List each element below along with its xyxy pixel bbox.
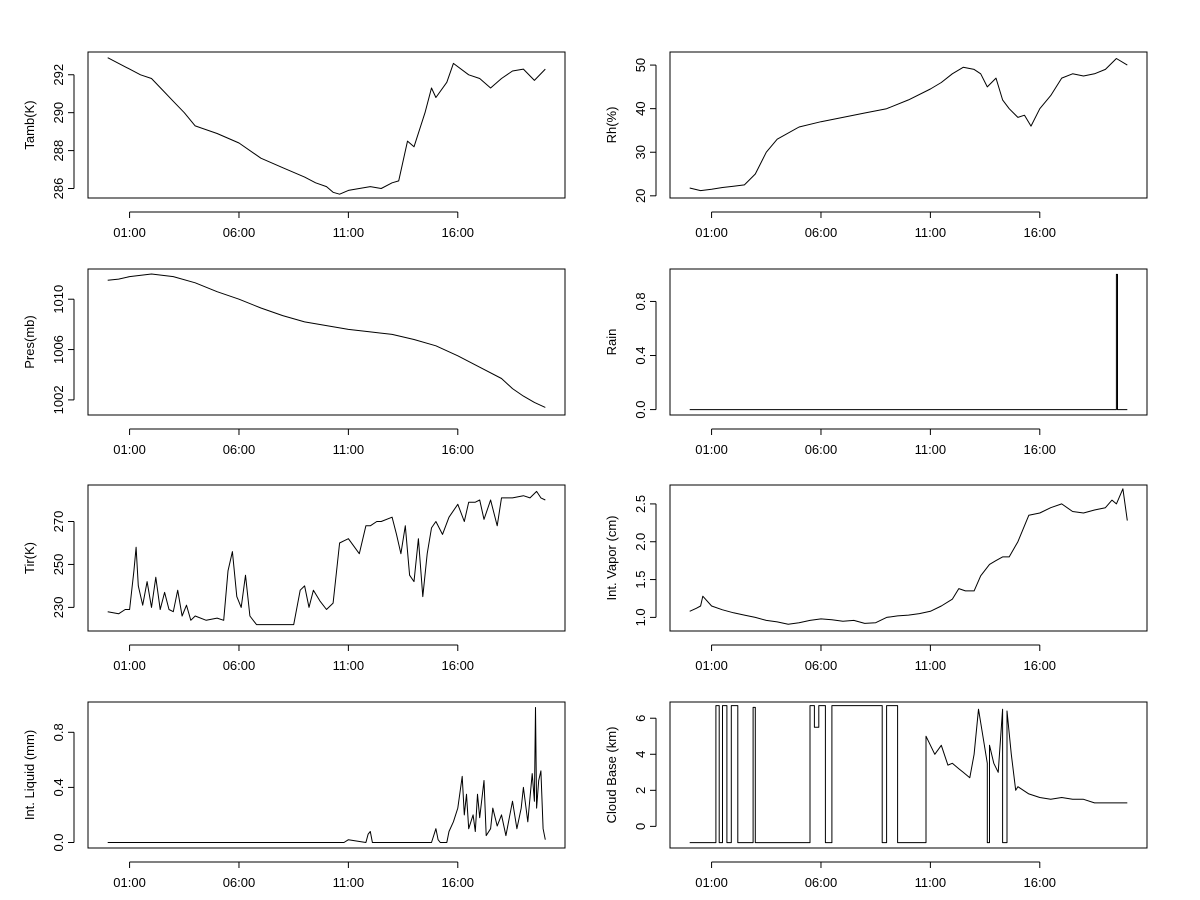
- y-tick-label: 2.0: [633, 533, 648, 551]
- y-tick-label: 290: [51, 102, 66, 124]
- x-tick-label: 01:00: [695, 875, 728, 890]
- y-tick-label: 4: [633, 751, 648, 758]
- x-tick-label: 01:00: [113, 658, 146, 673]
- panel-5: 01:00 06:00 11:00 16:00 230 250 270 Tir(K): [22, 484, 566, 673]
- plot-frame: [87, 268, 566, 416]
- y-tick-label: 2.5: [633, 495, 648, 513]
- data-series-line: [107, 707, 546, 843]
- panel-2: 01:00 06:00 11:00 16:00 20 30 40 50 Rh(%): [604, 51, 1148, 240]
- x-tick-label: 06:00: [223, 875, 256, 890]
- y-axis-title: Rain: [604, 329, 619, 356]
- x-tick-label: 06:00: [805, 442, 838, 457]
- x-tick-label: 11:00: [915, 875, 947, 890]
- panel-6: 01:00 06:00 11:00 16:00 1.0 1.5 2.0 2.5 Int. Vap…: [604, 484, 1148, 673]
- plot-frame: [87, 484, 566, 632]
- y-tick-label: 1.5: [633, 571, 648, 589]
- data-series-line: [689, 488, 1128, 625]
- y-tick-label: 270: [51, 511, 66, 533]
- y-tick-label: 6: [633, 715, 648, 722]
- y-tick-label: 1002: [51, 385, 66, 414]
- x-tick-label: 11:00: [915, 658, 947, 673]
- plot-frame: [669, 484, 1148, 632]
- x-tick-label: 16:00: [442, 442, 475, 457]
- x-tick-label: 16:00: [442, 225, 475, 240]
- panel-1: 01:00 06:00 11:00 16:00 286 288 290 292 Tamb(K): [22, 51, 566, 240]
- plot-frame: [669, 701, 1148, 849]
- y-tick-label: 286: [51, 178, 66, 200]
- x-tick-label: 01:00: [695, 225, 728, 240]
- x-tick-label: 16:00: [1024, 225, 1057, 240]
- y-tick-label: 1.0: [633, 608, 648, 626]
- y-tick-label: 0.4: [51, 778, 66, 796]
- x-tick-label: 01:00: [695, 442, 728, 457]
- data-series-line: [689, 273, 1128, 411]
- x-tick-label: 01:00: [695, 658, 728, 673]
- x-tick-label: 01:00: [113, 875, 146, 890]
- plot-frame: [669, 51, 1148, 199]
- data-series-line: [107, 273, 546, 408]
- y-axis-title: Cloud Base (km): [604, 727, 619, 824]
- panel-8: 01:00 06:00 11:00 16:00 0 2 4 6 Cloud Base (km): [604, 701, 1148, 890]
- y-tick-label: 0.4: [633, 346, 648, 364]
- plot-frame: [87, 51, 566, 199]
- plot-frame: [87, 701, 566, 849]
- panel-3: 01:00 06:00 11:00 16:00 1002 1006 1010 Pres(mb): [22, 268, 566, 457]
- data-series-line: [689, 58, 1128, 192]
- x-tick-label: 16:00: [442, 658, 475, 673]
- y-tick-label: 50: [633, 58, 648, 72]
- y-axis-title: Int. Liquid (mm): [22, 730, 37, 820]
- y-axis-title: Int. Vapor (cm): [604, 515, 619, 600]
- y-axis-title: Rh(%): [604, 107, 619, 144]
- data-series-line: [689, 705, 1128, 844]
- plot-frame: [669, 268, 1148, 416]
- x-tick-label: 01:00: [113, 225, 146, 240]
- x-tick-label: 16:00: [1024, 442, 1057, 457]
- x-tick-label: 11:00: [333, 442, 365, 457]
- x-tick-label: 06:00: [223, 442, 256, 457]
- x-tick-label: 11:00: [333, 225, 365, 240]
- y-tick-label: 230: [51, 597, 66, 619]
- y-tick-label: 0: [633, 823, 648, 830]
- x-tick-label: 16:00: [1024, 875, 1057, 890]
- y-tick-label: 2: [633, 787, 648, 794]
- x-tick-label: 16:00: [1024, 658, 1057, 673]
- y-tick-label: 30: [633, 145, 648, 159]
- y-tick-label: 0.8: [51, 723, 66, 741]
- y-tick-label: 1006: [51, 335, 66, 364]
- y-tick-label: 250: [51, 554, 66, 576]
- y-axis-title: Pres(mb): [22, 315, 37, 368]
- x-tick-label: 06:00: [805, 875, 838, 890]
- y-tick-label: 288: [51, 140, 66, 162]
- x-tick-label: 11:00: [333, 875, 365, 890]
- x-tick-label: 06:00: [223, 658, 256, 673]
- x-tick-label: 11:00: [915, 442, 947, 457]
- x-tick-label: 11:00: [915, 225, 947, 240]
- x-tick-label: 11:00: [333, 658, 365, 673]
- y-tick-label: 0.0: [633, 401, 648, 419]
- y-tick-label: 20: [633, 189, 648, 203]
- x-tick-label: 16:00: [442, 875, 475, 890]
- y-tick-label: 0.8: [633, 292, 648, 310]
- y-tick-label: 40: [633, 101, 648, 115]
- x-tick-label: 01:00: [113, 442, 146, 457]
- x-tick-label: 06:00: [805, 225, 838, 240]
- y-tick-label: 1010: [51, 285, 66, 314]
- y-axis-title: Tir(K): [22, 542, 37, 574]
- panel-4: 01:00 06:00 11:00 16:00 0.0 0.4 0.8 Rain: [604, 268, 1148, 457]
- y-tick-label: 0.0: [51, 833, 66, 851]
- x-tick-label: 06:00: [805, 658, 838, 673]
- y-tick-label: 292: [51, 64, 66, 86]
- panel-7: 01:00 06:00 11:00 16:00 0.0 0.4 0.8 Int. Liquid…: [22, 701, 566, 890]
- data-series-line: [107, 57, 546, 195]
- x-tick-label: 06:00: [223, 225, 256, 240]
- y-axis-title: Tamb(K): [22, 100, 37, 149]
- data-series-line: [107, 490, 546, 626]
